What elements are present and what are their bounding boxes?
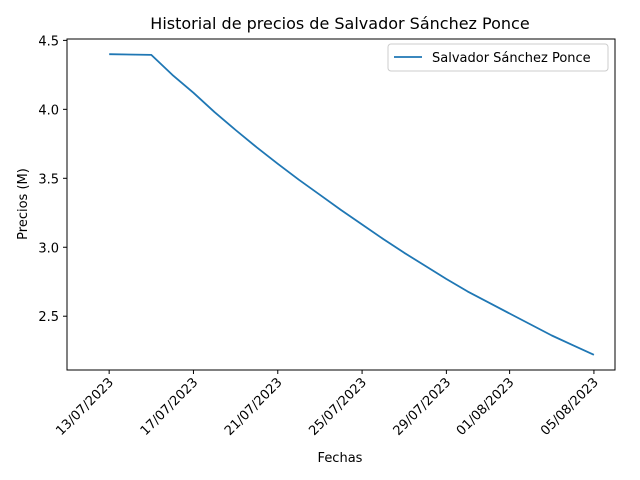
y-tick-label: 4.0 [38,103,59,118]
data-point [530,324,532,326]
data-point [361,224,363,226]
series-layer [108,53,595,356]
data-point [445,278,447,280]
data-point [298,179,300,181]
data-point [467,290,469,292]
legend-label: Salvador Sánchez Ponce [432,51,591,66]
y-axis: 2.5 3.0 3.5 4.0 4.5 [38,34,67,325]
x-tick-label: 21/07/2023 [222,375,286,439]
data-point [593,354,595,356]
x-tick-label: 25/07/2023 [306,375,370,439]
data-point [424,265,426,267]
y-tick-label: 2.5 [38,310,59,325]
x-tick-label: 29/07/2023 [391,375,455,439]
data-point [509,313,511,315]
legend: Salvador Sánchez Ponce [387,43,609,72]
x-tick-label: 17/07/2023 [138,375,202,439]
data-point [150,54,152,56]
data-point [572,344,574,346]
x-tick-label: 01/08/2023 [454,375,518,439]
data-point [319,194,321,196]
data-point [551,335,553,337]
x-axis-label: Fechas [318,451,363,466]
x-tick-label: 13/07/2023 [53,375,117,439]
y-tick-label: 3.5 [38,172,59,187]
data-point [382,238,384,240]
data-point [340,209,342,211]
y-axis-label: Precios (M) [16,168,31,240]
x-tick-label: 05/08/2023 [538,375,602,439]
y-tick-label: 3.0 [38,241,59,256]
data-point [108,53,110,55]
x-axis: 13/07/2023 17/07/2023 21/07/2023 25/07/2023… [53,370,602,439]
data-point [235,129,237,131]
series-line [109,53,595,356]
data-point [171,74,173,76]
legend-box [387,43,609,72]
data-point [277,163,279,165]
plot-frame [66,38,616,371]
plot-area [67,39,615,370]
chart-title: Historial de precios de Salvador Sánchez… [150,14,529,33]
y-tick-label: 4.5 [38,34,59,49]
data-point [488,301,490,303]
data-point [403,252,405,254]
data-point [214,111,216,113]
data-point [193,92,195,94]
data-point [256,146,258,148]
